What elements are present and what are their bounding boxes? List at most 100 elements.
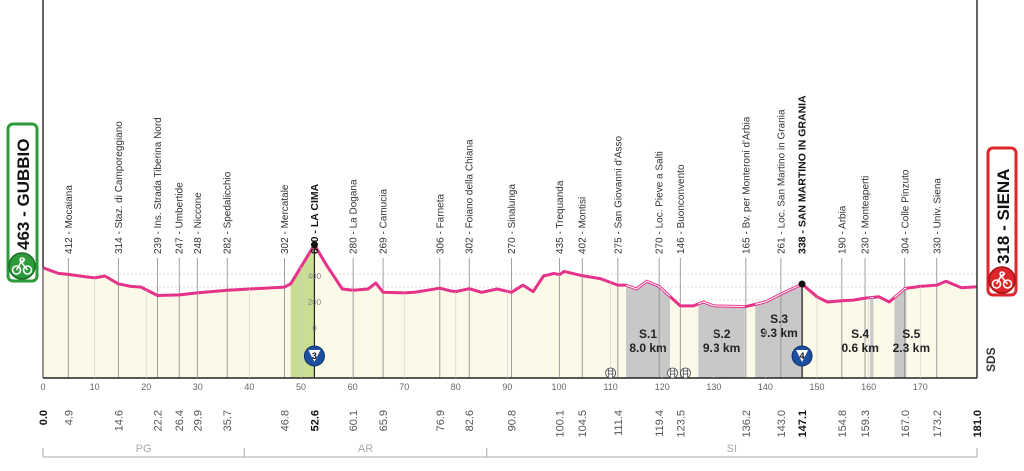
x-tick-label: 80 [451, 382, 461, 392]
climb-triangle-icon [796, 350, 809, 362]
sector-length: 0.6 km [842, 341, 879, 355]
gravel-sector-line [698, 301, 745, 308]
sector-length: 9.3 km [760, 326, 797, 340]
km-label: 154.8 [837, 410, 849, 438]
sector-length: 8.0 km [629, 341, 666, 355]
waypoint-label: 412 - Mocaiana [64, 185, 75, 254]
km-label: 159.3 [860, 410, 872, 438]
railway-crossing-glyph [669, 369, 676, 377]
km-label: 35.7 [222, 410, 234, 431]
km-label: 82.6 [464, 410, 476, 431]
gravel-sector-line [625, 280, 671, 297]
x-tick-label: 90 [502, 382, 512, 392]
waypoint-label: 270 - Loc. Pieve a Salti [655, 151, 666, 254]
profile-fill [43, 244, 977, 378]
km-label: 76.9 [435, 410, 447, 431]
waypoint-label: 165 - Bv. per Monteroni d'Arbia [741, 116, 752, 254]
waypoint-label: 230 - Monteaperti [861, 176, 872, 254]
x-tick-label: 30 [193, 382, 203, 392]
km-label: 65.9 [378, 410, 390, 431]
sector-name: S.5 [902, 327, 920, 341]
km-label: 111.4 [613, 410, 625, 436]
sector-area [755, 284, 804, 378]
x-tick-label: 0 [40, 382, 45, 392]
x-tick-label: 160 [861, 382, 876, 392]
sector-length: 9.3 km [703, 341, 740, 355]
km-label: 136.2 [741, 410, 753, 438]
sector-name: S.4 [851, 327, 869, 341]
region-label: AR [358, 443, 373, 455]
x-tick-label: 110 [603, 382, 617, 392]
waypoint-label: 304 - Colle Pinzuto [900, 169, 911, 254]
sector-area [698, 302, 745, 378]
waypoint-label: 248 - Niccone [193, 192, 204, 254]
sector-name: S.3 [770, 312, 788, 326]
km-label: 52.6 [309, 410, 321, 431]
x-tick-label: 40 [244, 382, 254, 392]
km-label: 90.8 [507, 410, 519, 431]
km-label: 0.0 [38, 410, 50, 425]
waypoint-label: 239 - Ins. Strada Tiberina Nord [153, 117, 164, 254]
km-label: 14.6 [113, 410, 125, 431]
km-label: 119.4 [654, 410, 666, 437]
cyclist-start-icon [8, 252, 36, 280]
region-label: PG [136, 443, 152, 455]
climb-category-label: 3 [312, 351, 317, 361]
km-label: 4.9 [63, 410, 75, 425]
waypoint-label: 261 - Loc. San Martino in Grania [776, 109, 787, 254]
railway-crossing-glyph [682, 369, 689, 377]
railway-crossing-icon [667, 367, 678, 379]
km-label: 22.2 [153, 410, 165, 431]
x-tick-label: 130 [706, 382, 721, 392]
waypoint-label: 270 - Sinalunga [507, 184, 518, 254]
km-label: 123.5 [675, 410, 687, 438]
region-label: SI [727, 443, 737, 455]
railway-crossing-icon [605, 367, 617, 379]
railway-crossing-glyph [607, 369, 614, 377]
km-label: 181.0 [972, 410, 984, 438]
x-tick-label: 120 [655, 382, 670, 392]
waypoint-label: 338 - SAN MARTINO IN GRANIA [797, 95, 809, 254]
summit-dot [310, 241, 318, 249]
km-label: 29.9 [192, 410, 204, 431]
sector-length: 2.3 km [893, 341, 930, 355]
x-tick-label: 50 [296, 382, 306, 392]
waypoint-label: 275 - San Giovanni d'Asso [613, 135, 624, 254]
km-label: 173.2 [932, 410, 944, 438]
x-tick-label: 10 [90, 382, 100, 392]
x-tick-label: 100 [552, 382, 567, 392]
x-tick-label: 140 [758, 382, 773, 392]
km-label: 104.5 [577, 410, 589, 438]
sector-name: S.1 [639, 327, 657, 341]
km-label: 143.0 [776, 410, 788, 438]
waypoint-label: 280 - La Dogana [349, 179, 360, 254]
waypoint-label: 247 - Umbertide [175, 182, 186, 254]
finish-label: 318 - SIENA [994, 169, 1013, 264]
km-label: 60.1 [348, 410, 360, 431]
waypoint-label: 330 - Univ. Siena [932, 178, 943, 254]
cyclist-finish-icon [988, 266, 1016, 294]
elevation-tick-label: 200 [308, 298, 322, 307]
x-tick-label: 170 [913, 382, 928, 392]
waypoint-label: 306 - Farneta [435, 194, 446, 254]
elevation-profile-line [42, 243, 978, 309]
elevation-tick-label: 400 [308, 272, 322, 281]
km-label: 100.1 [555, 410, 567, 438]
km-label: 46.8 [279, 410, 291, 431]
climb-category-label: 4 [800, 351, 805, 361]
waypoint-label: 640 - LA CIMA [309, 183, 321, 254]
summit-dot [798, 280, 806, 288]
start-box: 463 - GUBBIO [6, 122, 39, 283]
x-tick-label: 70 [399, 382, 409, 392]
railway-crossing-icon [680, 367, 691, 379]
finish-box: 318 - SIENA [986, 146, 1018, 297]
sector-name: S.2 [713, 327, 731, 341]
waypoint-label: 146 - Buonconvento [676, 164, 687, 254]
brand-mark: SDS [984, 347, 998, 372]
gravel-sector-line [894, 287, 907, 298]
x-tick-label: 20 [141, 382, 151, 392]
x-tick-label: 150 [810, 382, 825, 392]
km-label: 147.1 [797, 410, 809, 438]
sector-area [870, 297, 874, 378]
